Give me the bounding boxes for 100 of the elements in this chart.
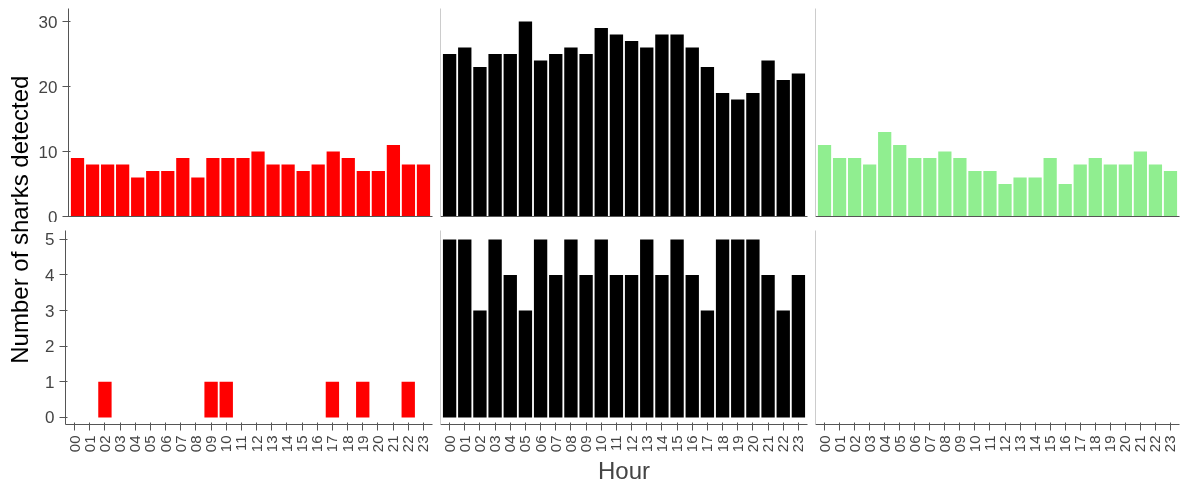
x-tick-label: 12	[247, 435, 265, 453]
bar	[908, 158, 922, 217]
bar	[533, 60, 548, 217]
y-tick-label: 0	[48, 207, 58, 227]
bar	[863, 164, 877, 217]
x-tick-label: 03	[860, 435, 878, 453]
x-tick-label: 21	[759, 435, 777, 453]
bar	[458, 47, 472, 217]
x-tick-label: 22	[399, 435, 417, 453]
bar	[791, 73, 806, 217]
x-tick-label: 09	[950, 435, 968, 453]
bar	[146, 171, 160, 217]
x-tick-label: 03	[111, 435, 129, 453]
x-tick-label: 02	[470, 435, 488, 453]
x-tick-label: 01	[455, 435, 473, 453]
bar	[1073, 164, 1087, 217]
bar	[1133, 151, 1148, 217]
x-tick-label: 16	[1056, 435, 1074, 453]
bar	[341, 158, 355, 217]
bar	[847, 158, 862, 217]
bar	[116, 164, 130, 217]
bar	[1118, 164, 1132, 217]
bar	[549, 54, 563, 217]
x-tick-label: 13	[1011, 435, 1029, 453]
bar	[176, 158, 190, 217]
bar	[311, 164, 325, 217]
x-tick-label: 20	[368, 435, 386, 453]
x-tick-label: 00	[65, 435, 83, 453]
bar	[893, 145, 907, 217]
x-tick-label: 16	[683, 435, 701, 453]
bar	[685, 47, 699, 217]
x-tick-label: 03	[486, 435, 504, 453]
bar	[594, 28, 608, 217]
x-tick-label: 04	[875, 435, 893, 453]
x-tick-label: 10	[217, 435, 235, 453]
x-tick-label: 07	[546, 435, 564, 453]
bar	[776, 80, 790, 217]
bar	[878, 132, 892, 217]
x-tick-label: 21	[384, 435, 402, 453]
x-tick-label: 18	[338, 435, 356, 453]
x-tick-label: 17	[323, 435, 341, 453]
bar	[386, 145, 401, 217]
bar	[609, 34, 624, 217]
x-tick-label: 07	[171, 435, 189, 453]
x-tick-label: 08	[186, 435, 204, 453]
x-tick-label: 18	[713, 435, 731, 453]
x-tick-label: 19	[1101, 435, 1119, 453]
x-tick-label: 02	[95, 435, 113, 453]
x-tick-label: 22	[774, 435, 792, 453]
x-tick-label: 07	[920, 435, 938, 453]
x-tick-label: 12	[622, 435, 640, 453]
bar	[356, 171, 370, 217]
x-tick-label: 01	[830, 435, 848, 453]
x-tick-label: 17	[698, 435, 716, 453]
bar	[1058, 184, 1072, 217]
x-tick-label: 13	[262, 435, 280, 453]
y-tick-label: 20	[38, 77, 58, 97]
x-tick-label: 14	[652, 435, 670, 453]
x-tick-label: 15	[668, 435, 686, 453]
x-tick-label: 05	[516, 435, 534, 453]
bar	[296, 171, 310, 217]
x-tick-label: 09	[202, 435, 220, 453]
x-tick-label: 17	[1071, 435, 1089, 453]
y-tick-label: 10	[38, 142, 58, 162]
bar	[1043, 158, 1057, 217]
bar	[371, 171, 385, 217]
y-tick-label: 1	[45, 372, 55, 392]
x-tick-label: 15	[1041, 435, 1059, 453]
x-tick-label: 23	[1161, 435, 1179, 453]
bar	[518, 21, 533, 217]
bar	[700, 67, 715, 217]
y-tick-label: 4	[45, 266, 55, 285]
x-tick-label: 20	[1116, 435, 1134, 453]
bar	[503, 54, 517, 217]
x-tick-label: 00	[440, 435, 458, 453]
bar	[131, 177, 145, 217]
x-tick-label: 01	[80, 435, 98, 453]
bar	[817, 145, 832, 217]
x-tick-label: 08	[935, 435, 953, 453]
x-tick-label: 14	[277, 435, 295, 453]
x-tick-label: 16	[308, 435, 326, 453]
x-tick-label: 14	[1026, 435, 1044, 453]
bar	[85, 164, 100, 217]
x-tick-label: 06	[531, 435, 549, 453]
x-tick-label: 13	[637, 435, 655, 453]
x-tick-label: 05	[890, 435, 908, 453]
y-tick-label: 0	[45, 408, 55, 428]
x-tick-label: 10	[592, 435, 610, 453]
y-tick-label: 30	[38, 12, 58, 32]
y-tick-label: 5	[45, 230, 55, 250]
x-tick-label: 11	[980, 435, 998, 452]
x-tick-label: 21	[1131, 435, 1149, 453]
bar	[161, 171, 175, 217]
y-axis-title: Number of sharks detected	[6, 75, 34, 364]
x-tick-label: 19	[728, 435, 746, 453]
bar	[70, 158, 85, 217]
bar	[923, 158, 937, 217]
x-axis-title: Hour	[597, 457, 651, 485]
x-tick-label: 19	[353, 435, 371, 453]
bar	[731, 99, 745, 217]
